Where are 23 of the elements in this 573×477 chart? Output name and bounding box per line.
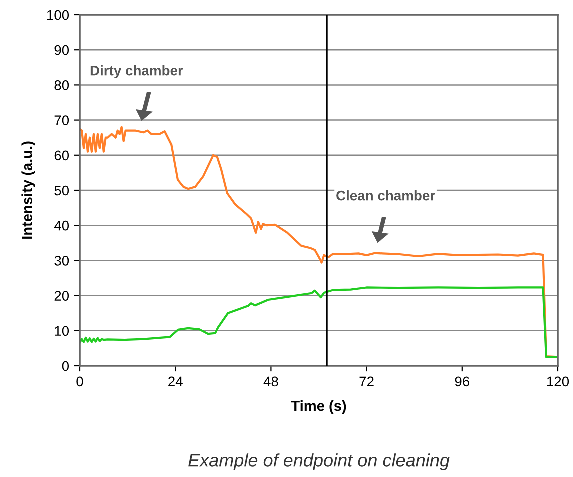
- x-tick-label: 0: [76, 376, 84, 387]
- y-tick-label: 70: [54, 116, 70, 126]
- y-tick-label: 30: [54, 256, 70, 266]
- annotation: Clean chamber: [336, 190, 436, 201]
- x-tick-label: 48: [264, 376, 278, 387]
- x-tick-label: 24: [168, 376, 183, 386]
- y-tick-label: 100: [47, 10, 70, 20]
- annotation: Dirty chamber: [90, 66, 184, 78]
- y-tick-label: 60: [54, 150, 70, 161]
- y-tick-label: 90: [54, 45, 70, 56]
- x-tick-label: 120: [547, 376, 570, 387]
- line-series: [80, 286, 558, 358]
- y-tick-label: 50: [54, 186, 70, 196]
- y-tick-label: 40: [54, 220, 70, 231]
- x-axis-title: Time (s): [291, 400, 346, 414]
- y-tick-label: 10: [55, 326, 70, 336]
- text: Example of endpoint on cleaning: [188, 454, 450, 470]
- x-tick-label: 72: [360, 376, 374, 386]
- y-tick-label: 0: [62, 361, 70, 372]
- y-tick-label: 20: [54, 291, 70, 301]
- y-axis-title: Intensity (a.u.): [22, 142, 36, 239]
- y-tick-label: 80: [54, 80, 70, 90]
- x-tick-label: 96: [455, 376, 470, 387]
